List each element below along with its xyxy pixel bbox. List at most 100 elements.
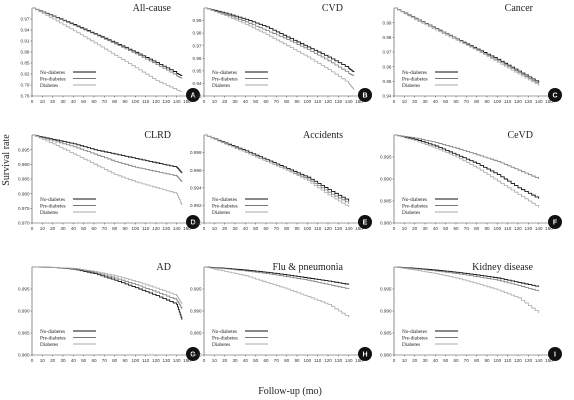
legend-label: Pre-diabetes <box>212 76 238 82</box>
x-tick-label: 150 <box>183 358 191 363</box>
series-pre-diabetes <box>204 134 350 204</box>
series-pre-diabetes <box>394 266 540 292</box>
x-tick-label: 70 <box>274 358 280 363</box>
legend-label: Pre-diabetes <box>40 76 66 82</box>
x-tick-label: 130 <box>162 358 170 363</box>
panel-title: Flu & pneumonia <box>272 262 343 273</box>
x-tick-label: 120 <box>152 99 160 104</box>
y-tick-label: 0.990 <box>18 309 30 314</box>
x-tick-label: 150 <box>355 358 363 363</box>
panel-title: AD <box>157 262 171 273</box>
x-tick-label: 0 <box>203 226 206 231</box>
y-tick-label: 0.82 <box>21 72 30 77</box>
y-axis-label: Survival rate <box>1 134 12 186</box>
x-tick-label: 50 <box>81 358 87 363</box>
x-tick-label: 10 <box>40 99 46 104</box>
y-tick-label: 0.97 <box>383 50 392 55</box>
x-tick-label: 130 <box>334 99 342 104</box>
series-no-diabetes <box>32 134 183 174</box>
x-tick-label: 140 <box>535 358 543 363</box>
x-tick-label: 0 <box>203 358 206 363</box>
x-tick-label: 40 <box>71 358 77 363</box>
y-tick-label: 0.970 <box>18 221 30 226</box>
y-tick-label: 0.994 <box>190 185 202 190</box>
x-tick-label: 110 <box>142 226 150 231</box>
x-tick-label: 0 <box>393 99 396 104</box>
x-tick-label: 70 <box>464 99 470 104</box>
x-tick-label: 80 <box>474 358 480 363</box>
y-tick-label: 0.96 <box>383 64 392 69</box>
x-tick-label: 50 <box>443 99 449 104</box>
y-tick-label: 0.95 <box>193 68 202 73</box>
y-tick-label: 0.94 <box>21 28 30 33</box>
x-tick-label: 20 <box>222 358 228 363</box>
series-diabetes <box>32 7 183 92</box>
x-tick-label: 100 <box>131 226 139 231</box>
y-tick-label: 0.998 <box>190 150 202 155</box>
x-tick-label: 110 <box>314 226 322 231</box>
x-tick-label: 70 <box>274 99 280 104</box>
x-tick-label: 120 <box>514 99 522 104</box>
legend-label: Pre-diabetes <box>40 335 66 341</box>
x-tick-label: 110 <box>504 226 512 231</box>
legend-label: Pre-diabetes <box>40 203 66 209</box>
x-tick-label: 130 <box>334 358 342 363</box>
x-tick-label: 130 <box>524 358 532 363</box>
y-tick-label: 0.990 <box>380 309 392 314</box>
x-tick-label: 30 <box>232 99 238 104</box>
x-tick-label: 110 <box>142 99 150 104</box>
x-tick-label: 130 <box>524 99 532 104</box>
series-diabetes <box>204 7 355 90</box>
y-tick-label: 0.996 <box>190 168 202 173</box>
x-tick-label: 90 <box>484 226 490 231</box>
panel-b: 0.99 0.98 0.97 0.96 0.95 0.94 0.930 10 20 30 40 50 6… <box>193 3 372 104</box>
y-tick-label: 0.980 <box>380 353 392 358</box>
legend-label: Diabetes <box>212 83 230 89</box>
panel-badge <box>548 347 562 361</box>
panel-badge <box>358 215 372 229</box>
x-tick-label: 0 <box>393 226 396 231</box>
x-tick-label: 0 <box>393 358 396 363</box>
x-tick-label: 120 <box>152 358 160 363</box>
x-tick-label: 60 <box>453 99 459 104</box>
x-tick-label: 90 <box>122 226 128 231</box>
y-tick-label: 0.88 <box>21 50 30 55</box>
series-diabetes <box>394 134 540 208</box>
panel-title: CeVD <box>507 130 533 141</box>
x-tick-label: 150 <box>355 226 363 231</box>
y-tick-label: 0.99 <box>193 18 202 23</box>
x-tick-label: 40 <box>71 226 77 231</box>
legend-label: Pre-diabetes <box>402 76 428 82</box>
legend-label: No-diabetes <box>402 329 427 335</box>
x-tick-label: 30 <box>422 226 428 231</box>
x-tick-label: 140 <box>535 226 543 231</box>
x-tick-label: 80 <box>112 99 118 104</box>
x-tick-label: 20 <box>50 358 56 363</box>
legend-label: Diabetes <box>402 342 420 348</box>
series-diabetes <box>32 134 183 206</box>
x-tick-label: 120 <box>514 358 522 363</box>
panel-badge-letter: B <box>362 93 367 100</box>
panels-grid: 0.970.940.910.880.850.820.790.760 10 20 30 4… <box>18 3 562 363</box>
x-tick-label: 40 <box>433 358 439 363</box>
panel-badge-letter: G <box>190 352 196 359</box>
panel-title: CLRD <box>144 130 171 141</box>
panel-title: Kidney disease <box>472 262 533 273</box>
series-no-diabetes <box>204 7 355 73</box>
panel-badge-letter: D <box>190 220 195 227</box>
y-tick-label: 0.980 <box>18 353 30 358</box>
legend-label: No-diabetes <box>212 70 237 76</box>
x-tick-label: 0 <box>31 226 34 231</box>
x-tick-label: 40 <box>71 99 77 104</box>
x-tick-label: 80 <box>284 99 290 104</box>
x-tick-label: 120 <box>324 99 332 104</box>
y-tick-label: 0.98 <box>383 35 392 40</box>
x-tick-label: 60 <box>91 99 97 104</box>
x-tick-label: 70 <box>464 358 470 363</box>
legend-label: Diabetes <box>40 83 58 89</box>
x-tick-label: 50 <box>253 226 259 231</box>
x-tick-label: 50 <box>81 226 87 231</box>
panel-badge <box>186 347 200 361</box>
